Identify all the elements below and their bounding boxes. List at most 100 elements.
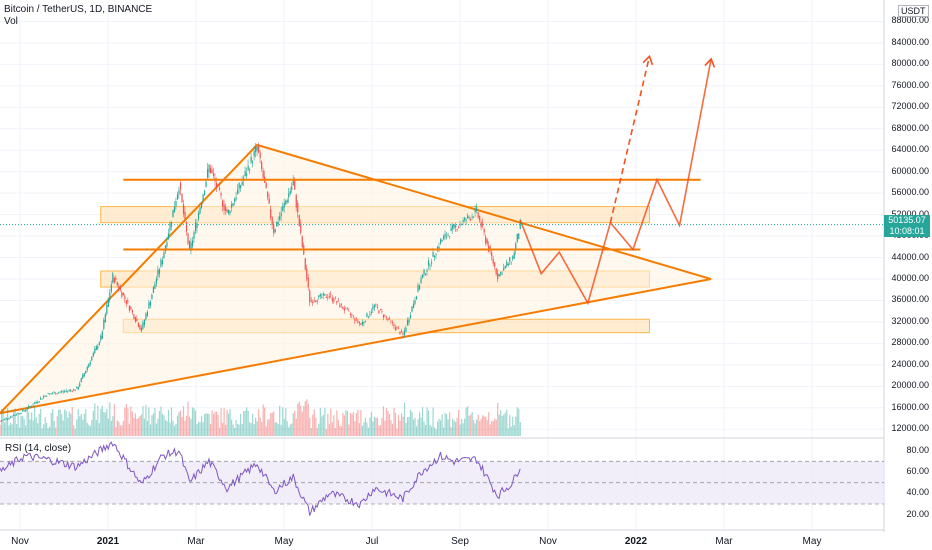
volume-bar <box>414 417 416 436</box>
volume-bar <box>435 429 437 436</box>
candle-body <box>107 298 109 307</box>
volume-bar <box>92 410 94 436</box>
candle-body <box>267 191 269 198</box>
volume-bar <box>382 406 385 436</box>
volume-bar <box>49 426 51 436</box>
candle-body <box>218 187 221 190</box>
volume-bar <box>67 417 69 436</box>
candle-body <box>355 317 358 319</box>
volume-bar <box>79 416 81 436</box>
candle-body <box>495 268 497 275</box>
volume-bar <box>513 425 515 436</box>
volume-bar <box>372 421 374 436</box>
candle-body <box>390 320 392 322</box>
price-tick-label: 16000.00 <box>891 401 929 412</box>
candle-body <box>22 409 24 412</box>
candle-body <box>37 402 39 403</box>
candle-body <box>197 212 200 220</box>
volume-bar <box>161 413 164 436</box>
candle-body <box>449 236 451 238</box>
time-axis[interactable]: Nov 2021 Mar May Jul Sep Nov 2022 Mar May <box>0 532 884 550</box>
volume-bar <box>388 414 391 436</box>
candle-body <box>282 206 284 212</box>
volume-bar <box>2 410 4 436</box>
volume-bar <box>402 416 404 436</box>
volume-bar <box>273 411 275 436</box>
volume-bar <box>315 417 317 436</box>
volume-bar <box>494 418 496 436</box>
candle-body <box>246 173 248 176</box>
candle-body <box>71 390 73 392</box>
volume-bar <box>76 419 78 436</box>
candle-body <box>376 306 379 308</box>
candle-body <box>228 209 230 214</box>
candle-body <box>474 209 476 213</box>
candle-body <box>486 239 488 244</box>
volume-bar <box>25 425 27 436</box>
volume-bar <box>160 406 162 436</box>
volume-bar <box>264 407 266 436</box>
candle-body <box>268 198 270 204</box>
volume-bar <box>206 413 209 436</box>
volume-bar <box>498 414 500 436</box>
candle-body <box>252 161 254 164</box>
candle-body <box>423 269 425 275</box>
candle-body <box>366 313 368 317</box>
volume-bar <box>378 425 380 436</box>
candle-body <box>161 260 164 265</box>
candle-body <box>334 298 336 299</box>
volume-bar <box>214 411 216 436</box>
volume-bar <box>4 422 6 436</box>
candle-body <box>225 206 227 211</box>
candle-body <box>185 222 188 232</box>
candle-body <box>154 283 156 289</box>
candle-body <box>128 306 130 311</box>
volume-legend[interactable]: Vol <box>4 16 18 27</box>
volume-bar <box>179 410 182 436</box>
volume-bar <box>288 427 290 436</box>
candle-body <box>2 419 4 421</box>
volume-bar <box>364 417 367 436</box>
candle-body <box>94 348 96 354</box>
candle-body <box>68 389 70 391</box>
volume-bar <box>461 419 463 436</box>
candle-body <box>110 284 112 292</box>
volume-bar <box>196 424 198 436</box>
rsi-legend[interactable]: RSI (14, close) <box>5 443 72 454</box>
candle-body <box>91 356 93 361</box>
candle-body <box>477 212 479 218</box>
volume-bar <box>426 407 428 436</box>
candle-body <box>497 273 499 280</box>
rsi-tick-label: 20.00 <box>906 508 929 519</box>
candle-body <box>464 217 466 221</box>
volume-bar <box>261 421 263 436</box>
candle-body <box>172 209 174 218</box>
currency-unit-badge[interactable]: USDT <box>898 5 929 17</box>
volume-bar <box>258 409 260 436</box>
volume-bar <box>229 409 231 436</box>
volume-bar <box>56 416 58 436</box>
rsi-pane <box>0 441 884 516</box>
volume-bar <box>399 420 401 436</box>
candle-body <box>250 156 252 163</box>
price-tick-label: 84000.00 <box>891 36 929 47</box>
volume-bar <box>370 411 373 436</box>
candle-body <box>202 194 204 201</box>
candle-body <box>217 183 219 186</box>
candle-body <box>26 409 28 410</box>
candle-body <box>173 206 176 213</box>
volume-bar <box>464 418 466 436</box>
symbol-title[interactable]: Bitcoin / TetherUS, 1D, BINANCE <box>4 4 153 15</box>
candle-body <box>489 246 491 250</box>
price-scale[interactable]: 88000.00 84000.00 80000.00 76000.00 72000.00… <box>884 0 932 538</box>
volume-bar <box>178 412 180 436</box>
candle-body <box>46 395 48 397</box>
candle-body <box>232 203 234 206</box>
candle-body <box>98 342 100 346</box>
candle-body <box>109 292 111 300</box>
rsi-tick-label: 80.00 <box>906 444 929 455</box>
candle-body <box>38 401 40 403</box>
time-tick-label: May <box>274 536 294 547</box>
